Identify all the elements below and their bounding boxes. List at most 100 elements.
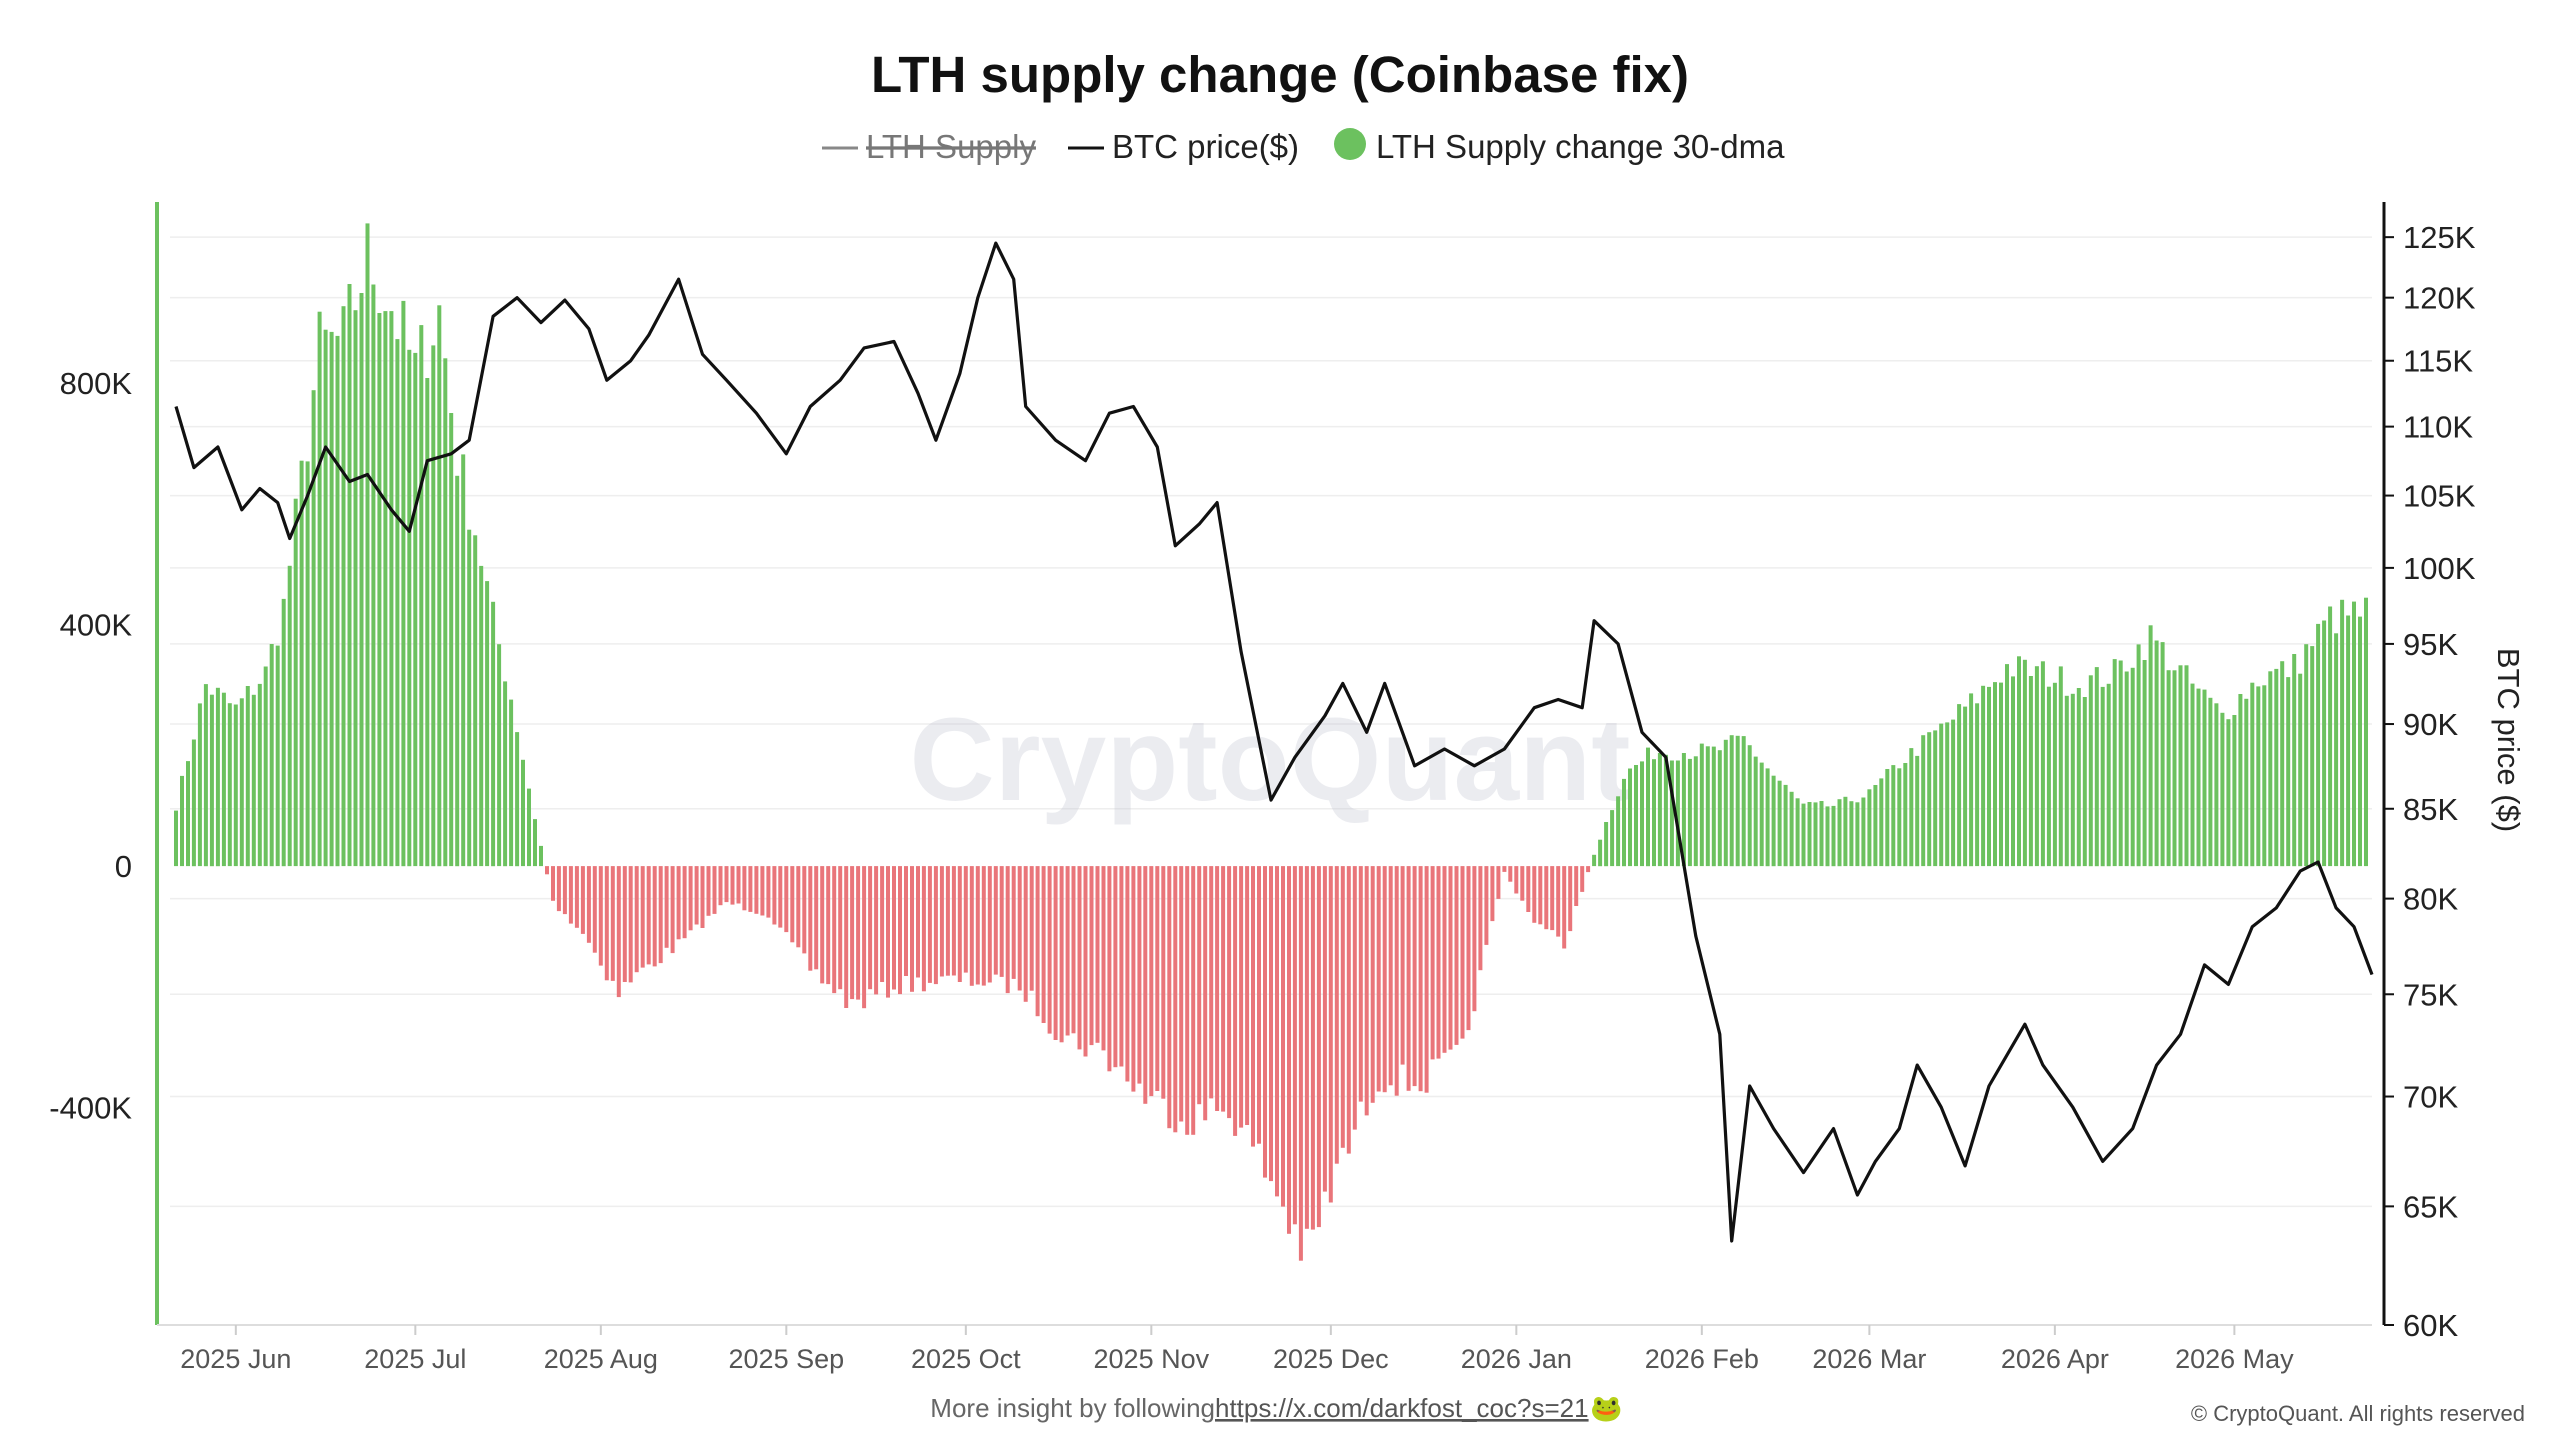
lth-change-bar — [2310, 646, 2315, 867]
lth-change-bar — [425, 378, 430, 867]
x-axis-tick-label: 2026 Apr — [2001, 1344, 2109, 1374]
lth-change-bar — [1358, 866, 1363, 1102]
lth-change-bar — [718, 866, 723, 906]
lth-change-bar — [1352, 866, 1357, 1130]
left-axis-tick-label: -400K — [49, 1091, 132, 1126]
lth-change-bar — [1173, 866, 1178, 1133]
lth-change-bar — [969, 866, 974, 986]
lth-change-bar — [2017, 656, 2021, 867]
lth-change-bar — [1771, 775, 1776, 867]
lth-change-bar — [1328, 866, 1333, 1203]
lth-change-bar — [174, 810, 178, 867]
lth-change-bar — [963, 866, 968, 973]
lth-change-bar — [1310, 866, 1315, 1230]
lth-change-bar — [2058, 666, 2063, 867]
lth-change-bar — [778, 866, 783, 928]
lth-change-bar — [754, 866, 759, 914]
lth-change-bar — [892, 866, 896, 990]
footer-text: More insight by following — [930, 1393, 1215, 1423]
lth-change-bar — [2046, 686, 2051, 867]
lth-change-bar — [1239, 866, 1244, 1128]
lth-change-bar — [1945, 722, 1950, 867]
lth-change-bar — [2118, 660, 2123, 867]
lth-change-bar — [2364, 597, 2368, 867]
lth-change-bar — [1077, 866, 1082, 1050]
lth-change-bar — [2064, 695, 2069, 867]
lth-change-bar — [1149, 866, 1154, 1097]
lth-change-bar — [1514, 866, 1519, 894]
legend-item-lth-supply[interactable]: LTH Supply — [822, 128, 1036, 165]
lth-change-bar — [180, 775, 184, 867]
lth-change-bar — [1269, 866, 1273, 1182]
lth-change-bar — [574, 866, 579, 928]
lth-change-bar — [1125, 866, 1130, 1082]
lth-change-bar — [1119, 866, 1124, 1067]
lth-change-bar — [628, 866, 633, 983]
lth-change-bar — [1825, 806, 1830, 867]
lth-change-bar — [1179, 866, 1184, 1122]
lth-change-bar — [916, 866, 920, 978]
lth-change-bar — [904, 866, 908, 976]
lth-change-bar — [2112, 659, 2117, 867]
lth-change-bar — [2040, 661, 2045, 867]
lth-change-bar — [1693, 756, 1698, 867]
lth-change-bar — [802, 866, 807, 954]
lth-change-bar — [712, 866, 717, 914]
lth-change-bar — [850, 866, 855, 1000]
lth-change-bar — [1711, 746, 1716, 867]
watermark: CryptoQuant — [909, 694, 1630, 826]
lth-change-bar — [868, 866, 873, 990]
lth-change-bar — [1843, 796, 1848, 867]
lth-change-bar — [616, 866, 621, 998]
x-axis-tick-label: 2026 May — [2175, 1344, 2294, 1374]
right-axis-tick-label: 70K — [2403, 1080, 2458, 1115]
lth-change-bar — [921, 866, 926, 992]
lth-change-bar — [556, 866, 561, 912]
lth-change-bar — [1490, 866, 1495, 922]
lth-change-bar — [1729, 735, 1734, 867]
lth-change-bar — [2190, 683, 2195, 867]
lth-change-bar — [329, 331, 334, 867]
right-axis-tick-label: 60K — [2403, 1308, 2458, 1343]
lth-change-bar — [2148, 625, 2153, 867]
footer-link[interactable]: https://x.com/darkfost_coc?s=21 — [1215, 1393, 1589, 1423]
lth-change-bar — [221, 692, 226, 867]
lth-change-bar — [838, 866, 843, 990]
lth-change-bar — [1047, 866, 1052, 1034]
lth-change-bar — [2124, 671, 2129, 867]
lth-change-bar — [856, 866, 861, 1000]
legend-item-btc-price[interactable]: BTC price($) — [1068, 128, 1299, 165]
lth-change-bar — [1705, 746, 1710, 867]
lth-change-bar — [957, 866, 962, 982]
lth-change-bar — [2280, 661, 2285, 867]
lth-change-bar — [1161, 866, 1166, 1099]
lth-change-bar — [1568, 866, 1573, 932]
left-axis-ticks: 800K 400K 0 -400K — [49, 366, 132, 1126]
right-axis-title: BTC price ($) — [2491, 648, 2526, 832]
lth-change-bar — [2358, 616, 2362, 867]
right-axis-tick-label: 85K — [2403, 792, 2458, 827]
lth-change-bar — [700, 866, 705, 928]
lth-change-bar — [1616, 796, 1621, 867]
lth-change-bar — [1155, 866, 1160, 1091]
lth-change-bar — [975, 866, 980, 985]
lth-change-bar — [533, 819, 537, 867]
lth-change-bar — [1987, 686, 1991, 867]
lth-change-bar — [2214, 703, 2219, 867]
legend-item-lth-change[interactable]: LTH Supply change 30-dma — [1334, 128, 1785, 165]
lth-change-bar — [263, 666, 268, 867]
lth-change-bar — [796, 866, 801, 948]
lth-change-bar — [2340, 599, 2345, 867]
lth-change-bar — [1257, 866, 1261, 1144]
lth-change-bar — [1292, 866, 1297, 1225]
lth-change-bar — [1041, 866, 1046, 1023]
lth-change-bar — [2226, 719, 2231, 867]
lth-change-bar — [1939, 723, 1944, 867]
lth-change-bar — [1502, 866, 1507, 872]
x-axis-tick-label: 2025 Aug — [544, 1344, 658, 1374]
lth-change-bar — [1221, 866, 1226, 1112]
lth-change-bar — [1304, 866, 1309, 1229]
lth-change-bar — [413, 352, 418, 867]
lth-change-bar — [1364, 866, 1369, 1116]
lth-change-bar — [2172, 670, 2177, 867]
